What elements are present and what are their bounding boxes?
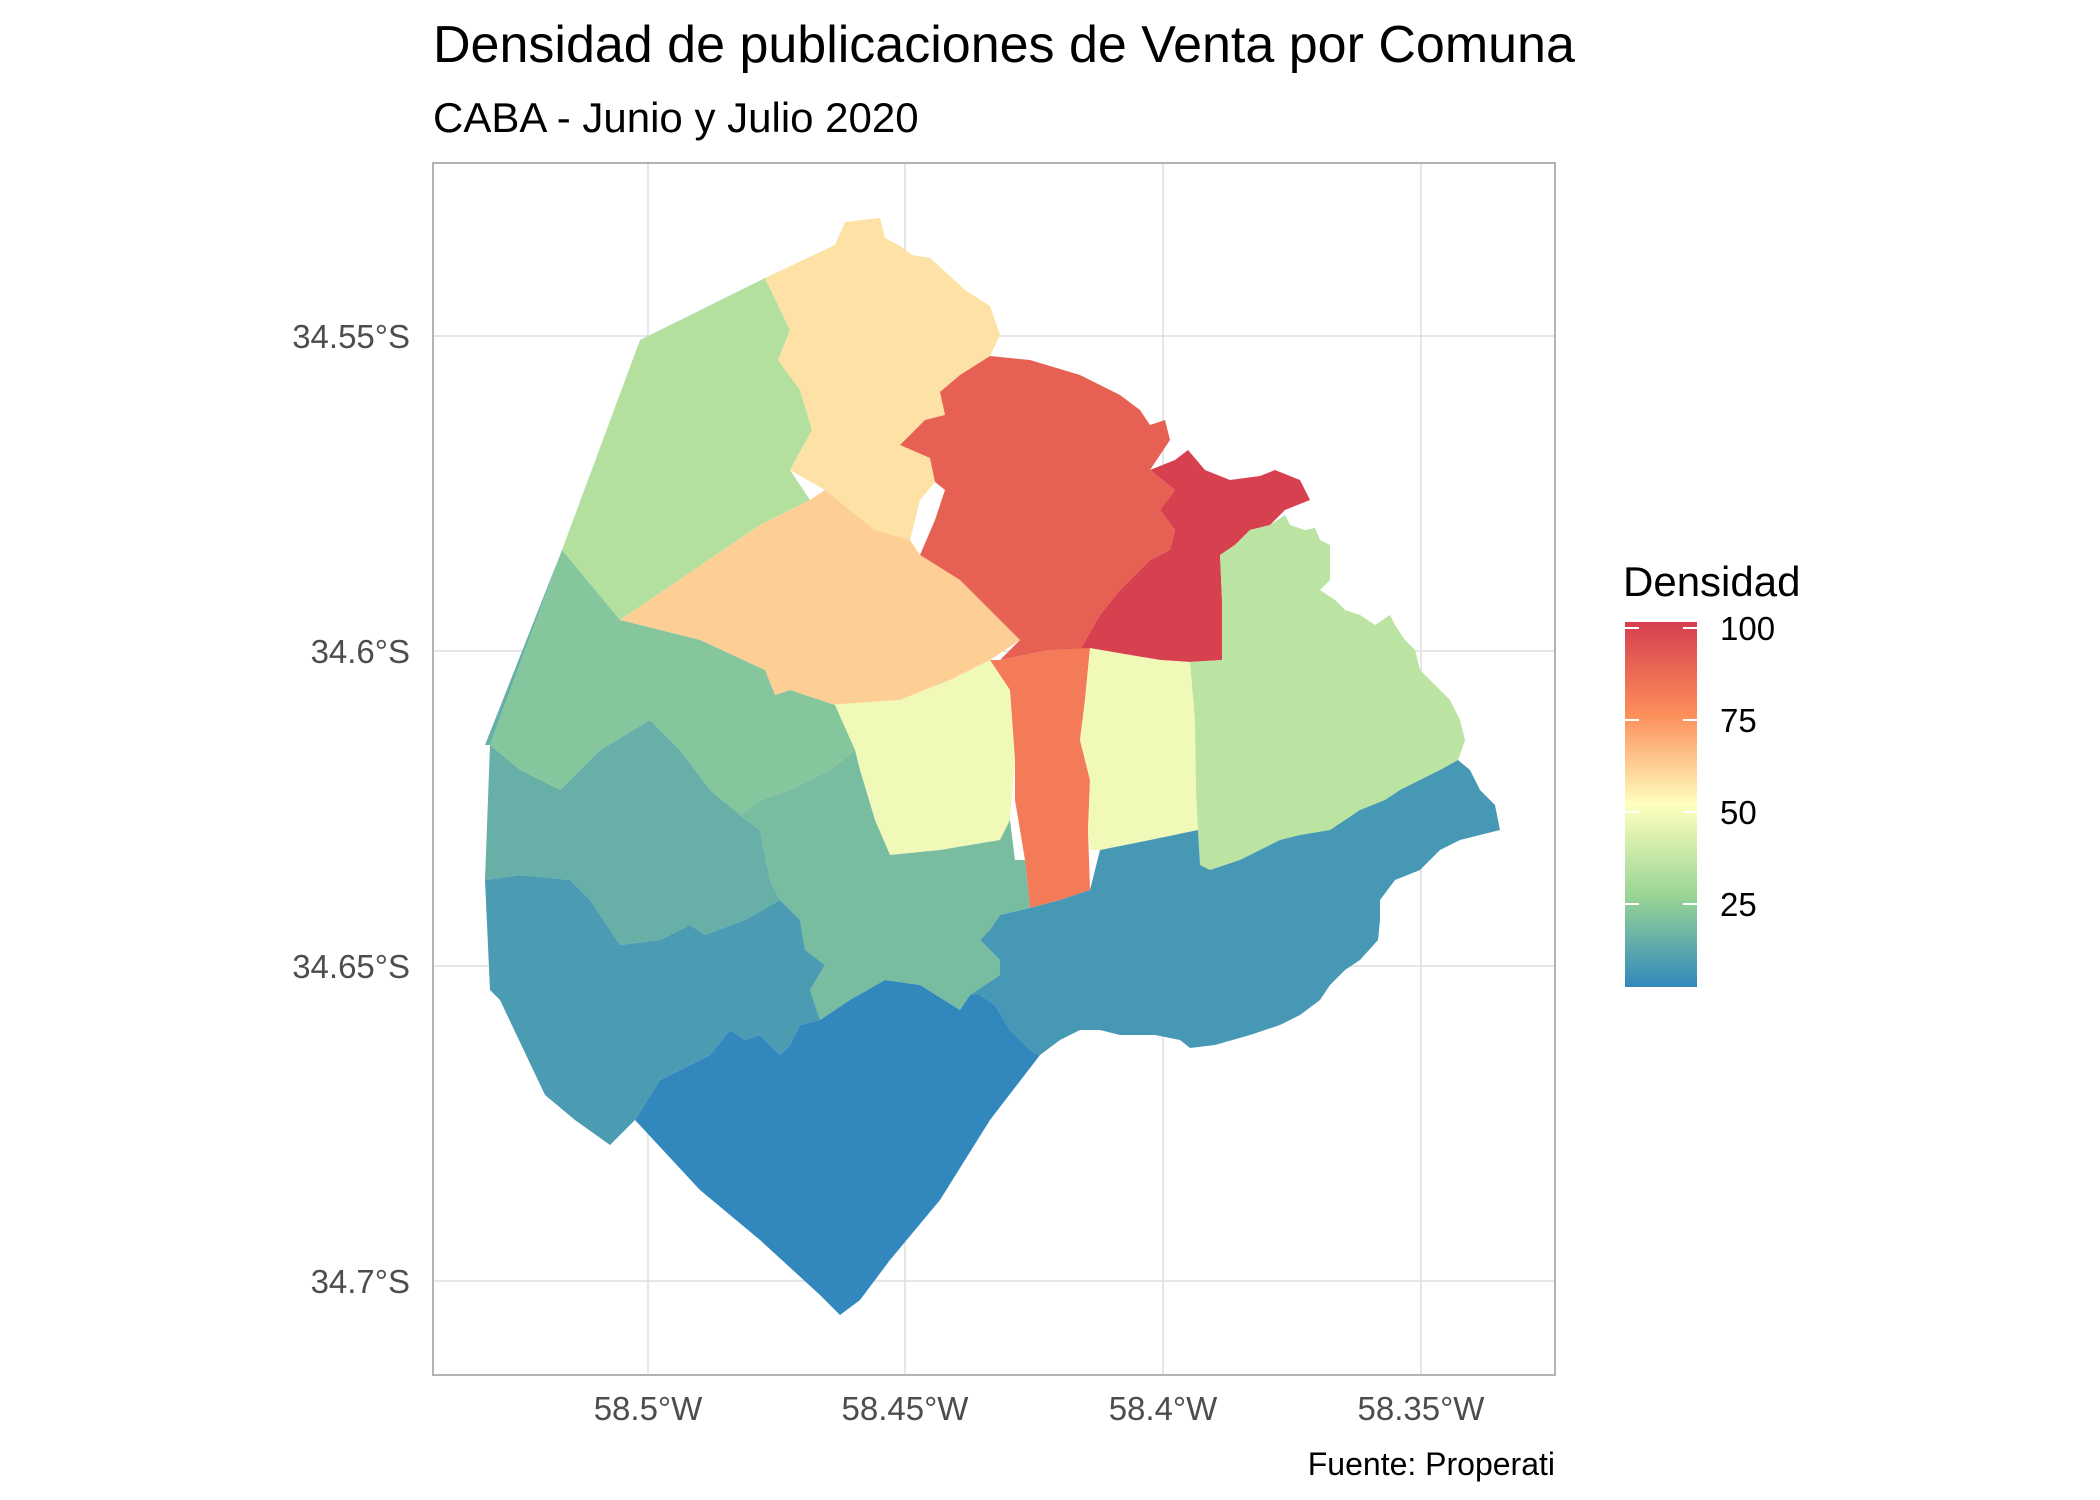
legend-label: 50 bbox=[1720, 794, 1757, 831]
comuna-center-west bbox=[740, 750, 1030, 1020]
comuna-center-east bbox=[1080, 450, 1310, 662]
legend-tick bbox=[1625, 811, 1639, 813]
panel-border bbox=[432, 162, 1556, 1376]
comuna-central-north bbox=[620, 490, 1020, 705]
legend: Densidad 100 75 50 25 bbox=[1623, 558, 1800, 987]
legend-tick bbox=[1625, 719, 1639, 721]
comuna-south-west bbox=[485, 720, 780, 945]
comuna-south-west-low bbox=[485, 875, 825, 1145]
y-tick-label: 34.55°S bbox=[292, 318, 410, 355]
comuna-north bbox=[765, 218, 1000, 540]
legend-colorbar bbox=[1625, 622, 1697, 987]
y-tick-label: 34.65°S bbox=[292, 948, 410, 985]
legend-tick bbox=[1625, 627, 1639, 629]
legend-tick bbox=[1683, 903, 1697, 905]
legend-label: 75 bbox=[1720, 702, 1757, 739]
legend-tick bbox=[1683, 627, 1697, 629]
comuna-center bbox=[825, 660, 1015, 855]
x-axis: 58.5°W 58.45°W 58.4°W 58.35°W bbox=[594, 1390, 1486, 1427]
comuna-center-south-strip bbox=[990, 648, 1090, 908]
x-tick-label: 58.5°W bbox=[594, 1390, 703, 1427]
comuna-center-east-mid bbox=[1080, 648, 1198, 850]
comuna-far-west bbox=[485, 550, 562, 745]
legend-label: 100 bbox=[1720, 610, 1775, 647]
comuna-south bbox=[635, 980, 1040, 1315]
comuna-west bbox=[490, 550, 855, 815]
legend-label: 25 bbox=[1720, 886, 1757, 923]
comuna-south-east bbox=[970, 760, 1500, 1055]
map-subtitle: CABA - Junio y Julio 2020 bbox=[433, 94, 919, 141]
caption: Fuente: Properati bbox=[1308, 1446, 1555, 1482]
comunas-layer bbox=[485, 218, 1500, 1315]
x-tick-label: 58.35°W bbox=[1358, 1390, 1486, 1427]
map-title: Densidad de publicaciones de Venta por C… bbox=[433, 16, 1575, 74]
x-tick-label: 58.45°W bbox=[842, 1390, 970, 1427]
comuna-far-east bbox=[1190, 515, 1465, 870]
legend-tick bbox=[1683, 719, 1697, 721]
y-axis: 34.55°S 34.6°S 34.65°S 34.7°S bbox=[292, 318, 410, 1300]
y-tick-label: 34.7°S bbox=[311, 1263, 410, 1300]
legend-tick bbox=[1625, 903, 1639, 905]
x-tick-label: 58.4°W bbox=[1109, 1390, 1218, 1427]
comuna-north-east bbox=[900, 356, 1175, 660]
comuna-north-west bbox=[562, 278, 812, 620]
legend-title: Densidad bbox=[1623, 558, 1800, 605]
legend-tick bbox=[1683, 811, 1697, 813]
y-tick-label: 34.6°S bbox=[311, 633, 410, 670]
